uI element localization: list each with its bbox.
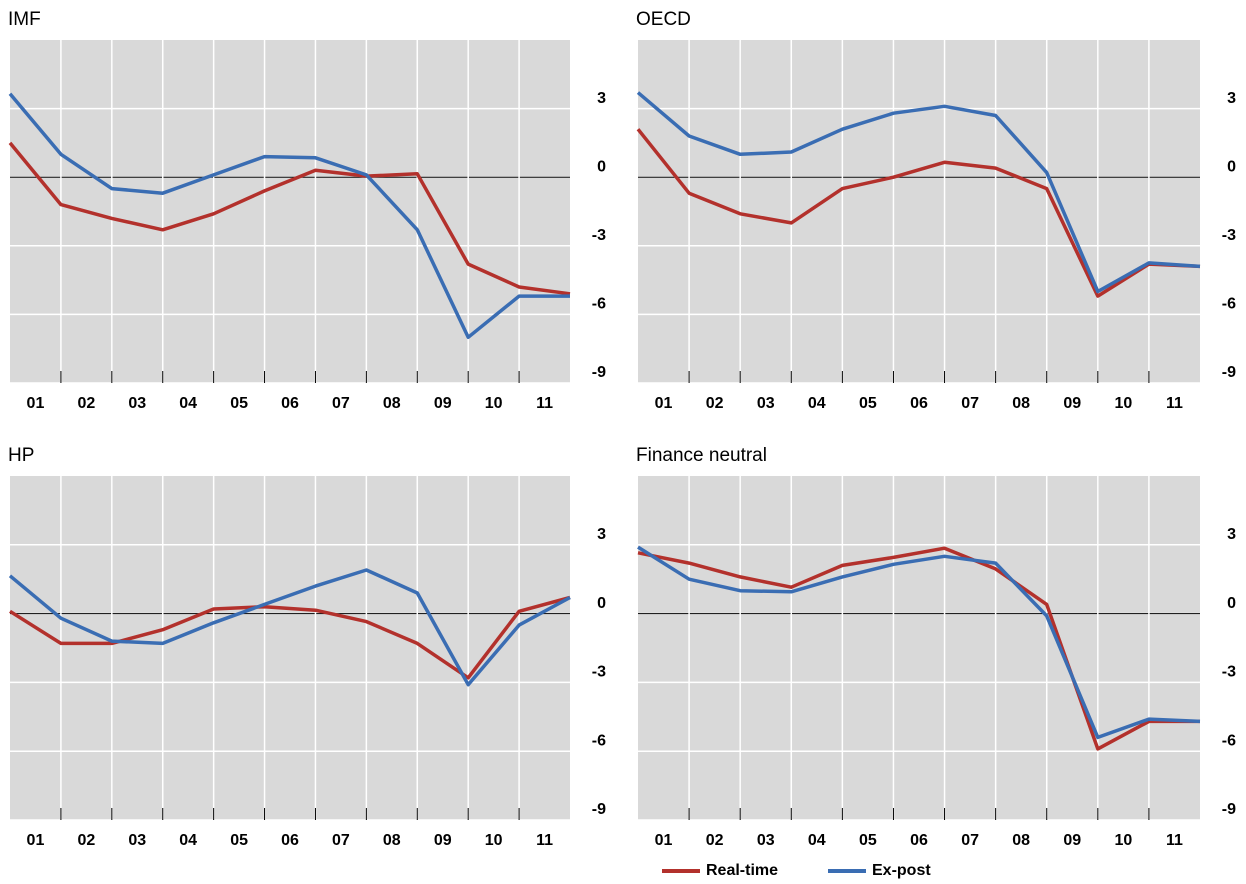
x-tick-label: 10 <box>1114 395 1132 412</box>
x-tick-label: 02 <box>77 832 95 849</box>
x-tick-label: 02 <box>706 832 724 849</box>
x-tick-label: 05 <box>230 832 248 849</box>
x-tick-label: 06 <box>281 832 299 849</box>
y-tick-label: -3 <box>592 664 606 681</box>
y-tick-label: -9 <box>1222 364 1236 381</box>
plot-background <box>638 476 1200 820</box>
x-tick-label: 04 <box>808 395 826 412</box>
y-tick-label: -3 <box>592 227 606 244</box>
x-tick-label: 01 <box>27 832 45 849</box>
x-tick-label: 09 <box>434 832 452 849</box>
panel-title: OECD <box>636 9 691 30</box>
x-tick-label: 02 <box>77 395 95 412</box>
x-tick-label: 10 <box>1114 832 1132 849</box>
y-tick-label: -3 <box>1222 227 1236 244</box>
panel-title: IMF <box>8 9 41 30</box>
series-line <box>636 128 1201 298</box>
x-tick-label: 01 <box>655 395 673 412</box>
panel-title: HP <box>8 445 34 466</box>
x-tick-label: 08 <box>383 832 401 849</box>
y-tick-label: -3 <box>1222 664 1236 681</box>
y-tick-label: 0 <box>1227 158 1236 175</box>
x-tick-label: 03 <box>757 832 775 849</box>
x-tick-label: 09 <box>1063 395 1081 412</box>
x-tick-label: 09 <box>434 395 452 412</box>
x-tick-label: 06 <box>910 395 928 412</box>
x-tick-label: 09 <box>1063 832 1081 849</box>
x-tick-label: 07 <box>332 395 350 412</box>
x-tick-label: 11 <box>536 832 553 849</box>
x-tick-label: 08 <box>1012 395 1030 412</box>
x-tick-label: 05 <box>859 395 877 412</box>
series-line <box>8 92 570 340</box>
x-tick-label: 05 <box>230 395 248 412</box>
panel-title: Finance neutral <box>636 445 767 466</box>
y-tick-label: -6 <box>592 732 606 749</box>
x-tick-label: 04 <box>179 395 197 412</box>
x-tick-label: 01 <box>27 395 45 412</box>
y-tick-label: 3 <box>1227 90 1236 107</box>
y-tick-label: -9 <box>592 364 606 381</box>
x-tick-label: 03 <box>128 832 146 849</box>
y-tick-label: 3 <box>597 526 606 543</box>
x-tick-label: 06 <box>910 832 928 849</box>
x-tick-label: 04 <box>179 832 197 849</box>
x-tick-label: 08 <box>383 395 401 412</box>
y-tick-label: 3 <box>597 90 606 107</box>
y-tick-label: 3 <box>1227 526 1236 543</box>
series-line <box>637 545 1201 740</box>
series-line <box>9 595 571 680</box>
x-tick-label: 10 <box>485 832 503 849</box>
y-tick-label: 0 <box>597 158 606 175</box>
x-tick-label: 07 <box>961 832 979 849</box>
x-tick-label: 04 <box>808 832 826 849</box>
x-tick-label: 07 <box>332 832 350 849</box>
legend-label: Ex-post <box>872 862 931 879</box>
series-line <box>8 141 571 296</box>
plot-background <box>10 476 570 820</box>
x-tick-label: 03 <box>128 395 146 412</box>
x-tick-label: 03 <box>757 395 775 412</box>
x-tick-label: 05 <box>859 832 877 849</box>
x-tick-label: 08 <box>1012 832 1030 849</box>
x-tick-label: 11 <box>1166 395 1183 412</box>
plot-background <box>10 40 570 383</box>
x-tick-label: 07 <box>961 395 979 412</box>
series-line <box>636 91 1201 294</box>
x-tick-label: 02 <box>706 395 724 412</box>
y-tick-label: -9 <box>1222 801 1236 818</box>
y-tick-label: -6 <box>1222 296 1236 313</box>
y-tick-label: 0 <box>597 595 606 612</box>
y-tick-label: -9 <box>592 801 606 818</box>
x-tick-label: 11 <box>536 395 553 412</box>
y-tick-label: 0 <box>1227 595 1236 612</box>
y-tick-label: -6 <box>592 296 606 313</box>
x-tick-label: 10 <box>485 395 503 412</box>
plot-background <box>638 40 1200 383</box>
series-line <box>8 568 571 687</box>
series-line <box>637 546 1200 751</box>
y-tick-label: -6 <box>1222 732 1236 749</box>
legend-label: Real-time <box>706 862 778 879</box>
x-tick-label: 11 <box>1166 832 1183 849</box>
x-tick-label: 01 <box>655 832 673 849</box>
x-tick-label: 06 <box>281 395 299 412</box>
